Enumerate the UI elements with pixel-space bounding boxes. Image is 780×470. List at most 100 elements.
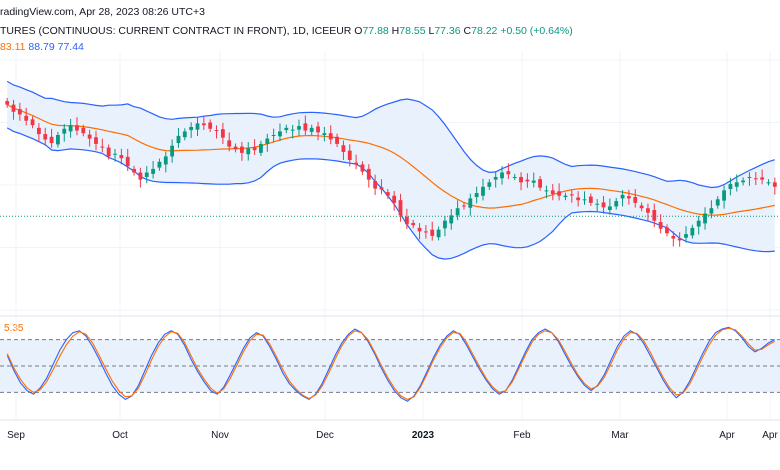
candle-body <box>94 137 98 144</box>
bollinger-bands <box>0 80 780 260</box>
candle-body <box>715 199 720 206</box>
high-label: H <box>391 25 400 37</box>
candle-body <box>506 171 511 175</box>
x-axis-label: Apr <box>719 430 735 441</box>
candle-body <box>487 182 492 187</box>
bollinger-fill <box>7 81 775 260</box>
candle-body <box>734 182 739 187</box>
candle-body <box>677 238 682 241</box>
x-axis-label: Mar <box>611 430 629 441</box>
stoch-k-line <box>6 326 775 402</box>
candle-body <box>138 172 143 180</box>
bb-lower-value: 77.44 <box>57 41 84 53</box>
stoch-d-line <box>6 327 775 401</box>
candle-body <box>760 177 765 180</box>
candle-body <box>214 130 219 132</box>
candle-body <box>68 125 73 132</box>
candle-body <box>233 146 238 150</box>
x-axis-label: Nov <box>211 430 229 441</box>
candle-body <box>144 172 149 177</box>
candle-body <box>113 153 117 155</box>
candle-body <box>11 104 16 112</box>
candle-body <box>544 190 549 192</box>
candle-body <box>709 208 714 214</box>
candle-body <box>493 176 498 180</box>
candle-body <box>5 101 10 105</box>
candle-body <box>87 134 92 139</box>
candle-body <box>722 190 726 201</box>
candle-body <box>201 123 206 126</box>
candle-body <box>684 234 688 238</box>
candle-body <box>170 145 175 157</box>
x-axis-label: Oct <box>112 430 128 441</box>
candle-body <box>366 168 371 180</box>
candle-body <box>341 145 346 152</box>
candle-body <box>525 179 530 182</box>
candle-body <box>398 200 403 216</box>
candle-body <box>189 126 194 131</box>
candle-body <box>474 193 479 198</box>
candle-body <box>481 186 485 196</box>
candle-body <box>563 195 568 198</box>
candle-body <box>220 129 225 138</box>
candle-body <box>633 197 638 203</box>
candle-body <box>538 179 542 188</box>
bollinger-values: 83.11 88.79 77.44 <box>0 41 84 53</box>
candle-body <box>741 180 746 183</box>
symbol-ohlc-line: TURES (CONTINUOUS: CURRENT CONTRACT IN F… <box>0 25 573 37</box>
candle-body <box>665 227 669 234</box>
candle-body <box>100 146 105 148</box>
candle-body <box>278 131 282 137</box>
candle-body <box>728 184 733 190</box>
candle-body <box>303 123 308 131</box>
bb-basis-value: 83.11 <box>0 41 26 53</box>
bollinger-basis-line <box>6 104 775 216</box>
candle-body <box>354 162 359 165</box>
candle-body <box>106 147 111 157</box>
candle-body <box>259 143 263 153</box>
close-value: 78.22 <box>471 25 498 37</box>
candle-body <box>531 180 536 183</box>
candle-body <box>284 127 289 131</box>
candle-body <box>411 222 416 226</box>
candle-body <box>696 220 701 227</box>
candle-body <box>240 146 244 153</box>
candle-body <box>322 133 327 135</box>
candle-body <box>690 227 695 236</box>
candle-body <box>49 136 54 144</box>
candle-body <box>601 202 606 208</box>
candle-body <box>747 176 752 178</box>
candle-body <box>271 135 276 136</box>
candle-body <box>182 131 187 138</box>
x-axis-label: Apr <box>762 430 778 441</box>
candle-body <box>75 125 79 131</box>
candle-body <box>557 191 562 196</box>
candle-body <box>392 195 397 203</box>
candle-body <box>588 196 593 203</box>
candle-body <box>62 128 67 134</box>
x-axis-label: Sep <box>7 430 25 441</box>
candle-body <box>703 213 707 224</box>
candle-body <box>227 140 232 147</box>
candle-body <box>500 172 504 179</box>
candle-body <box>379 187 384 190</box>
candle-body <box>360 164 365 172</box>
candle-body <box>607 206 612 210</box>
candle-body <box>404 216 409 225</box>
candle-body <box>373 180 378 189</box>
candle-body <box>30 119 35 126</box>
candle-body <box>316 126 320 133</box>
candle-body <box>252 147 257 151</box>
candle-body <box>658 222 663 229</box>
candle-body <box>766 182 771 184</box>
candle-body <box>151 168 155 174</box>
candle-body <box>462 205 466 207</box>
candle-body <box>569 194 574 196</box>
candle-body <box>335 136 339 144</box>
candle-body <box>512 176 517 178</box>
high-value: 78.55 <box>399 25 426 37</box>
candle-body <box>265 138 270 144</box>
x-axis-label: Feb <box>513 430 531 441</box>
candle-body <box>309 127 314 132</box>
